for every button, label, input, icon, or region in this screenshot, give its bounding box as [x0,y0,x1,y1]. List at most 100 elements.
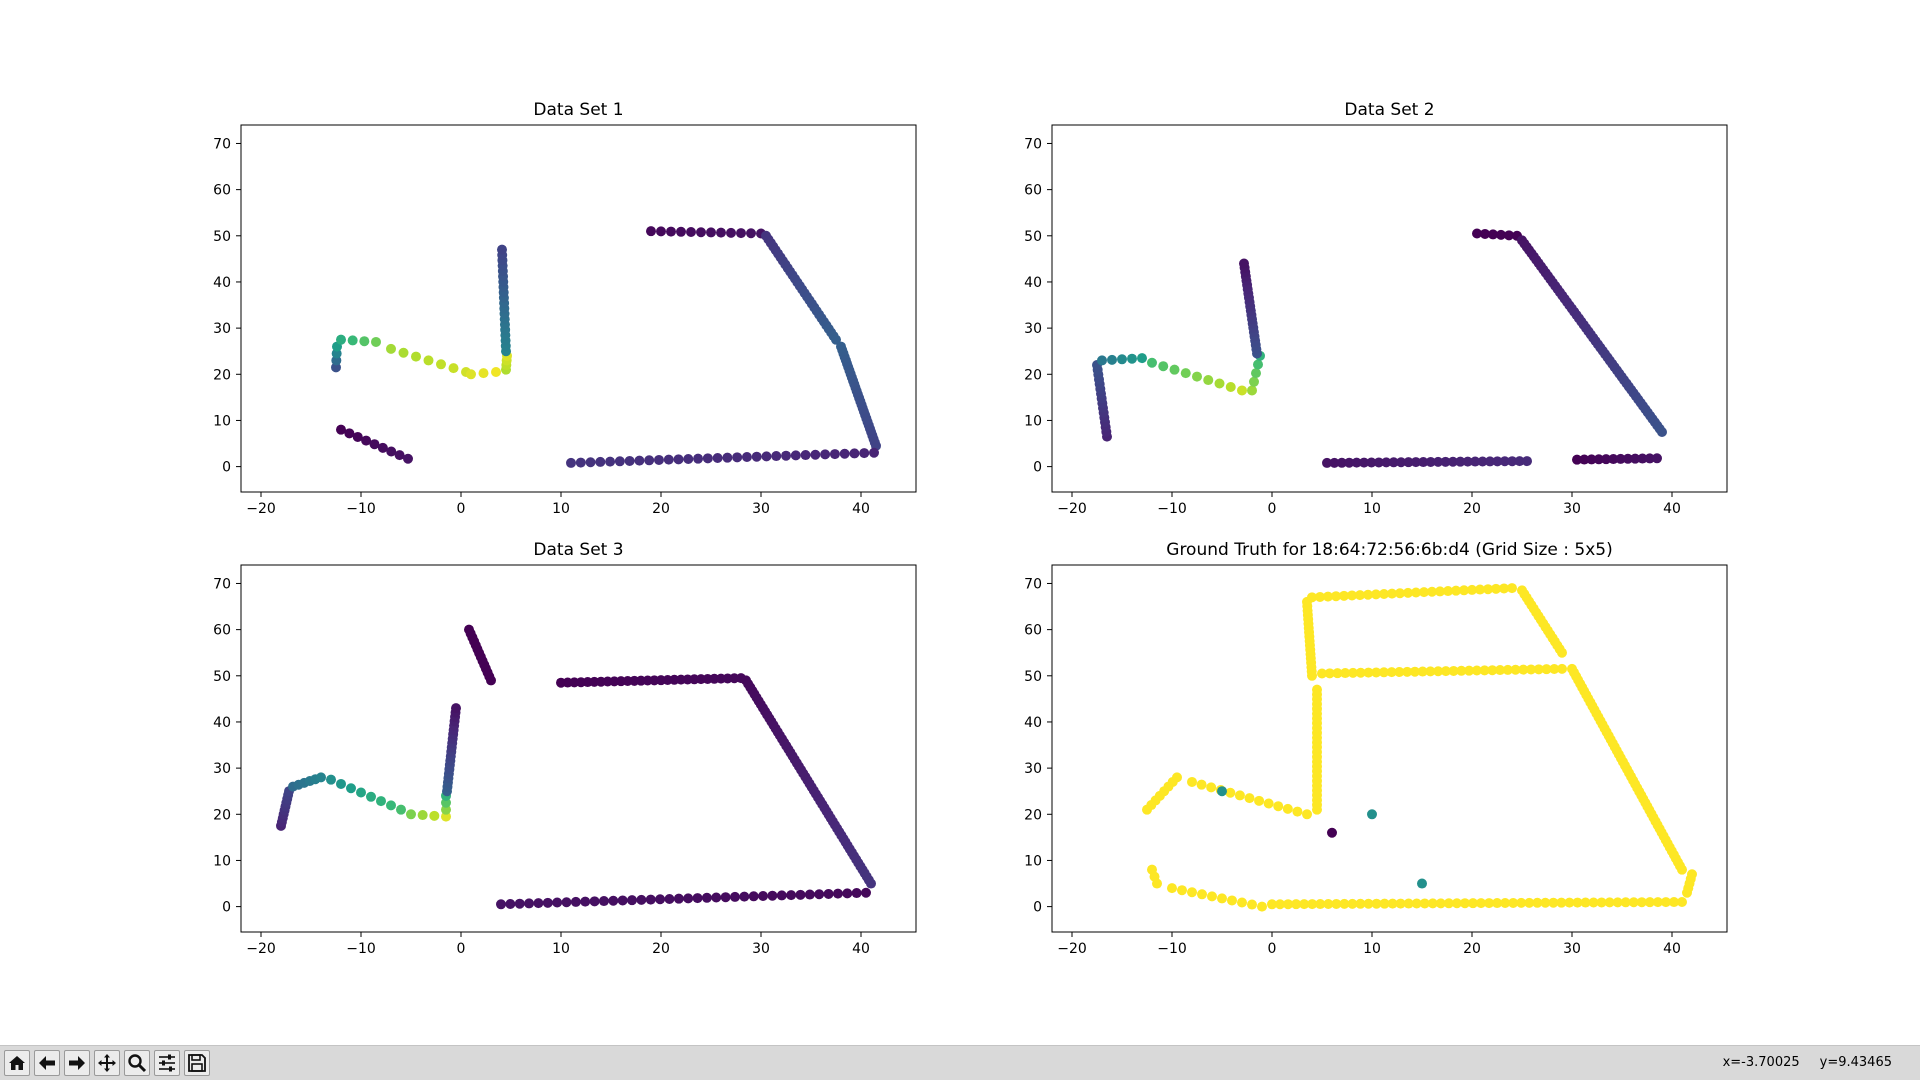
home-button[interactable] [4,1050,30,1076]
data-point [1459,898,1470,909]
data-point [829,449,840,460]
data-point [1526,664,1537,675]
x-tick-label: 40 [1663,941,1681,957]
data-point [533,898,544,909]
x-tick-label: 40 [852,941,870,957]
data-point [371,336,381,347]
data-point [1217,893,1227,904]
data-point [1117,354,1127,365]
zoom-button[interactable] [124,1050,150,1076]
data-point [1267,899,1277,910]
data-point [1418,457,1429,468]
data-point [1197,889,1207,900]
data-point [1433,666,1444,677]
y-tick-label: 0 [1033,900,1042,916]
data-point [1366,457,1377,468]
data-point [347,335,358,346]
data-point [676,226,686,237]
data-point [396,804,406,815]
save-button[interactable] [184,1050,210,1076]
data-point [1419,898,1430,909]
data-point [746,228,756,239]
data-point [1588,897,1599,908]
x-tick-label: 40 [1663,501,1681,517]
y-tick-label: 60 [213,183,231,199]
data-point [524,898,535,909]
data-point [361,435,372,446]
data-point [706,227,716,238]
data-point [758,891,769,902]
data-point [1395,588,1405,599]
forward-button[interactable] [64,1050,90,1076]
data-point [1496,229,1506,240]
data-point [1411,898,1422,909]
data-point [1237,385,1247,396]
data-point [771,451,782,462]
back-button[interactable] [34,1050,60,1076]
subplot-3: Data Set 3 −20 −10 0 10 20 30 40 0 10 20 30 40 50 60 70 [213,540,917,957]
data-point [1455,456,1466,467]
x-tick-label: 10 [552,501,570,517]
data-point [831,334,841,345]
data-point [1359,457,1370,468]
data-point [1331,898,1342,909]
data-point [1323,591,1333,602]
configure-subplots-button[interactable] [154,1050,180,1076]
data-point [1637,453,1648,464]
x-tick-label: 20 [1463,941,1481,957]
data-point [366,791,376,802]
data-point [1644,453,1655,464]
data-point [466,369,476,380]
data-point [645,894,656,905]
data-point [1435,586,1445,597]
data-point [702,453,713,464]
data-point [627,895,638,906]
data-point [1567,663,1577,674]
data-point [1107,354,1117,365]
data-point [1307,592,1317,603]
data-point [1273,801,1284,812]
data-point [585,457,596,468]
data-point [377,442,388,453]
data-point [726,227,736,238]
data-point [478,368,489,379]
data-point [497,244,507,255]
pan-button[interactable] [94,1050,120,1076]
y-tick-label: 20 [213,367,231,383]
data-point [1456,665,1467,676]
data-point [1339,898,1350,909]
data-point [781,450,792,461]
data-point [1462,456,1473,467]
data-point [776,890,787,901]
move-icon [98,1054,116,1072]
data-point [1388,457,1399,468]
figure-canvas: Data Set 1 −20 −10 0 10 20 30 40 0 10 20 30 40 50 60 70… [213,100,1728,957]
data-point [712,453,723,464]
data-point [1687,869,1697,880]
data-point [1263,798,1274,809]
data-point [1499,456,1510,467]
data-point [386,343,396,354]
data-point [1487,665,1498,676]
data-point [729,891,740,902]
data-point [1217,786,1227,797]
data-point [1541,664,1552,675]
data-point [1480,228,1490,239]
y-tick-label: 20 [1024,807,1042,823]
data-point [646,226,656,237]
data-point [1660,897,1671,908]
data-point [1254,795,1265,806]
y-tick-label: 30 [1024,321,1042,337]
data-point [1323,898,1334,909]
data-point [1440,666,1451,677]
x-tick-label: 10 [1363,501,1381,517]
data-point [1225,381,1236,392]
data-point [732,452,743,463]
data-point [683,453,694,464]
data-point [1363,667,1374,678]
data-point [1470,456,1481,467]
data-point [1502,664,1513,675]
data-point [1378,667,1389,678]
data-point [1247,385,1257,396]
data-point [656,226,666,237]
